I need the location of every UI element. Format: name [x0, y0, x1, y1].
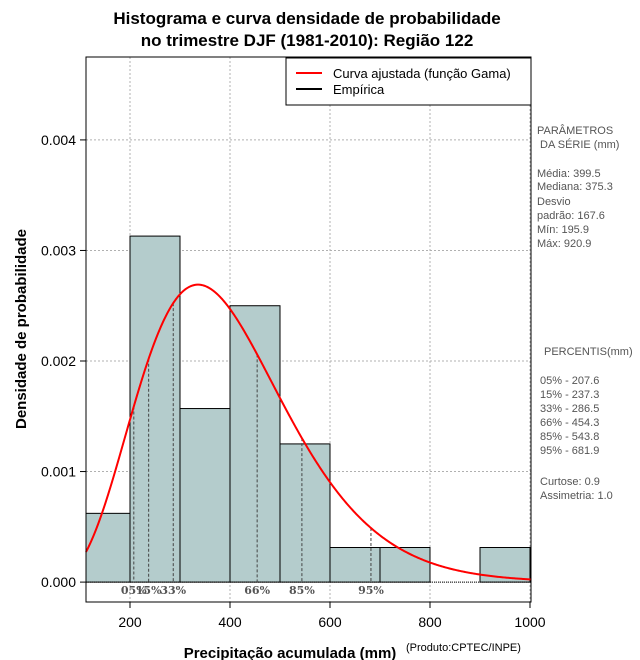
percentile-66: 66% - 454.3 — [540, 417, 599, 429]
percentile-marker-label: 66% — [244, 584, 270, 597]
legend-empirical-label: Empírica — [333, 82, 385, 97]
gamma-fit-curve — [85, 283, 532, 581]
percentile-33: 33% - 286.5 — [540, 403, 599, 415]
histogram-bar — [279, 443, 331, 583]
y-tick-label: 0.002 — [41, 353, 76, 369]
percentile-05: 05% - 207.6 — [540, 375, 599, 387]
x-tick-label: 600 — [318, 614, 342, 630]
fitted-curve — [85, 283, 532, 581]
y-tick-label: 0.004 — [41, 132, 76, 148]
histogram-bar — [85, 512, 131, 583]
percentile-marker-label: 85% — [289, 584, 315, 597]
param-min: Mín: 195.9 — [537, 224, 589, 236]
legend-box — [285, 57, 532, 106]
x-tick-label: 1000 — [514, 614, 545, 630]
axes: 200 400 600 800 1000 0.000 0.001 0.002 0.003 0.00… — [41, 132, 546, 630]
x-tick-label: 200 — [118, 614, 142, 630]
percentile-marker-label: 05% — [121, 584, 147, 597]
histogram-bar — [129, 235, 181, 583]
param-max: Máx: 920.9 — [537, 238, 591, 250]
x-axis-title: Precipitação acumulada (mm) — [184, 645, 397, 660]
chart-title-line-2: no trimestre DJF (1981-2010): Região 122 — [141, 31, 474, 50]
plot-frame — [85, 56, 532, 603]
histogram-bars — [85, 235, 531, 583]
percentile-marker-label: 33% — [160, 584, 186, 597]
percentile-labels: 05%15%33% 66% 85% 95% — [121, 584, 384, 597]
y-axis-title: Densidade de probabilidade — [13, 229, 30, 429]
histogram-bar — [229, 305, 281, 583]
histogram-bar — [379, 547, 431, 583]
params-title-line-1: PARÂMETROS — [537, 124, 613, 137]
percentile-marker-label: 15% — [136, 584, 162, 597]
percentile-marker-label: 95% — [358, 584, 384, 597]
param-std-label: Desvio — [537, 196, 571, 208]
histogram-bar — [179, 408, 231, 583]
percentile-15: 15% - 237.3 — [540, 389, 599, 401]
skewness: Assimetria: 1.0 — [540, 490, 613, 502]
histogram-bar — [329, 547, 381, 583]
param-std-value: padrão: 167.6 — [537, 210, 605, 222]
x-tick-label: 400 — [218, 614, 242, 630]
y-tick-label: 0.001 — [41, 464, 76, 480]
percentis-title: PERCENTIS(mm) — [544, 346, 633, 358]
param-median: Mediana: 375.3 — [537, 181, 613, 193]
y-tick-label: 0.000 — [41, 574, 76, 590]
series-parameters-panel: PARÂMETROS DA SÉRIE (mm) Média: 399.5 Me… — [537, 124, 633, 502]
kurtosis: Curtose: 0.9 — [540, 476, 600, 488]
param-mean: Média: 399.5 — [537, 168, 601, 180]
percentile-lines — [133, 303, 372, 583]
legend: Curva ajustada (função Gama) Empírica — [285, 57, 532, 106]
y-tick-label: 0.003 — [41, 242, 76, 258]
params-title-line-2: DA SÉRIE (mm) — [540, 138, 619, 151]
credit-label: (Produto:CPTEC/INPE) — [406, 642, 521, 654]
percentile-85: 85% - 543.8 — [540, 431, 599, 443]
x-tick-label: 800 — [418, 614, 442, 630]
legend-fitted-label: Curva ajustada (função Gama) — [333, 66, 511, 81]
chart-title-line-1: Histograma e curva densidade de probabil… — [113, 9, 500, 28]
percentile-95: 95% - 681.9 — [540, 445, 599, 457]
